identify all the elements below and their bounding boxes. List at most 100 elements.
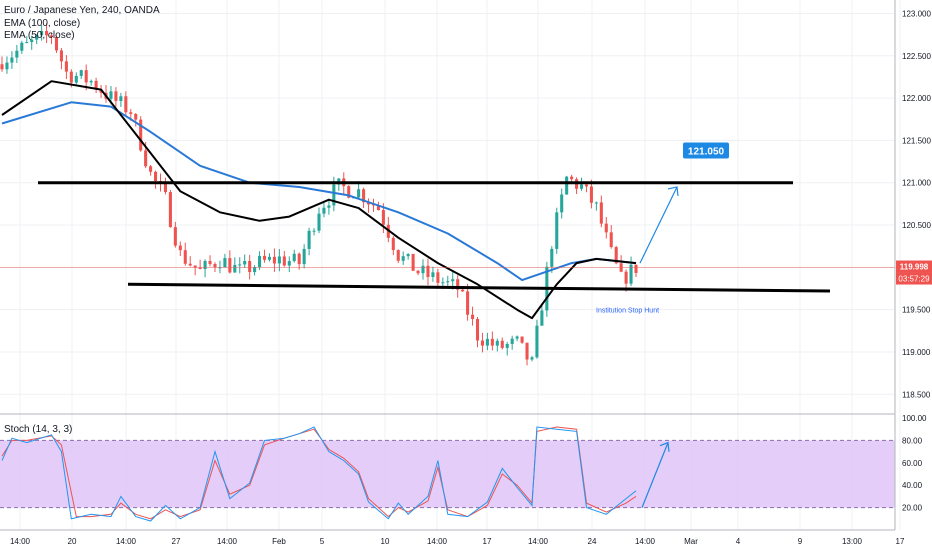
candle-body [119,96,123,101]
candle-body [54,36,59,51]
stoch-tick-label: 80.00 [902,436,923,445]
candle-body [35,35,39,40]
candle-body [84,70,88,83]
candle-body [431,272,435,277]
candle-body [233,264,237,273]
candle-body [228,258,232,273]
candle-body [327,205,331,208]
ema100-legend[interactable]: EMA (100, close) [4,18,81,29]
candle-body [480,340,484,346]
candle-body [238,264,242,266]
stoch-overbought-oversold-band [0,440,895,508]
candle-body [421,265,425,274]
candle-body [466,291,470,315]
candle-body [59,50,63,62]
symbol-title[interactable]: Euro / Japanese Yen, 240, OANDA [4,5,160,16]
price-tick-label: 121.500 [902,136,931,145]
price-tick-label: 119.500 [902,306,931,315]
candle-body [535,325,539,358]
candle-body [183,250,187,264]
price-tick-label: 118.500 [902,390,931,399]
candle-body [362,189,366,203]
stop-hunt-annotation: Institution Stop Hunt [596,308,659,315]
candle-body [248,261,252,273]
price-tick-label: 119.000 [902,348,931,357]
candle-body [391,237,395,251]
candle-body [302,248,306,265]
candle-body [579,184,584,189]
stoch-tick-label: 60.00 [902,459,923,468]
candle-body [208,260,212,265]
candle-body [322,207,326,214]
time-tick-label: 17 [483,537,492,546]
candle-body [515,336,519,339]
time-tick-label: 14:00 [116,537,137,546]
time-tick-label: 24 [588,537,597,546]
drawings[interactable]: 121.050 Institution Stop Hunt [0,142,895,508]
ema50-legend[interactable]: EMA (50, close) [4,30,75,41]
candle-body [525,342,529,360]
candle-body [634,264,638,273]
candle-body [505,343,509,348]
candle-body [396,250,400,261]
indicator-lines [1,80,637,522]
candle-body [490,338,494,346]
candle-body [262,255,267,260]
candle-body [366,202,371,205]
candlesticks [0,23,638,366]
candle-body [173,227,177,246]
candle-body [297,253,301,265]
candle-body [461,289,465,292]
candle-body [609,232,613,248]
stoch-projection-arrow[interactable] [641,442,669,508]
candle-body [178,245,182,251]
stoch-legend[interactable]: Stoch (14, 3, 3) [4,424,73,435]
time-tick-label: 4 [736,537,741,546]
candle-body [188,263,192,266]
price-tick-label: 120.500 [902,221,931,230]
candle-body [20,42,24,51]
price-badge-text: 119.998 [900,263,929,272]
candle-body [193,265,197,268]
candle-body [267,256,272,260]
candle-body [530,357,534,360]
time-tick-label: 20 [68,537,77,546]
candle-body [371,204,376,206]
candle-body [332,184,336,206]
candle-body [69,71,73,83]
candle-body [471,314,475,319]
candle-body [203,260,207,270]
candle-body [550,248,554,267]
candle-body [436,272,440,283]
candle-body [451,279,455,282]
time-tick-label: 5 [320,537,325,546]
time-tick-label: 14:00 [635,537,656,546]
candle-body [144,150,148,167]
candle-body [426,265,430,277]
candle-body [475,318,480,341]
axes [0,0,896,531]
price-badge-box [896,260,932,273]
target-label-box[interactable] [683,142,729,159]
candle-body [124,96,128,113]
candle-body [406,253,410,257]
support-line[interactable] [127,282,831,293]
candle-body [129,112,133,114]
candle-body [555,212,559,249]
axis-labels: 118.500119.000119.500120.000120.500121.0… [10,9,932,546]
candle-body [307,230,311,249]
candle-body [114,91,118,101]
candle-body [109,91,113,99]
price-tick-label: 122.500 [902,52,931,61]
candle-body [277,256,281,264]
price-tick-label: 122.000 [902,94,931,103]
candle-body [485,338,489,346]
projection-arrow[interactable] [639,186,678,264]
candle-body [258,255,262,268]
candle-body [376,205,380,211]
candle-body [500,340,504,348]
candle-body [614,247,618,264]
time-tick-label: Feb [272,537,286,546]
